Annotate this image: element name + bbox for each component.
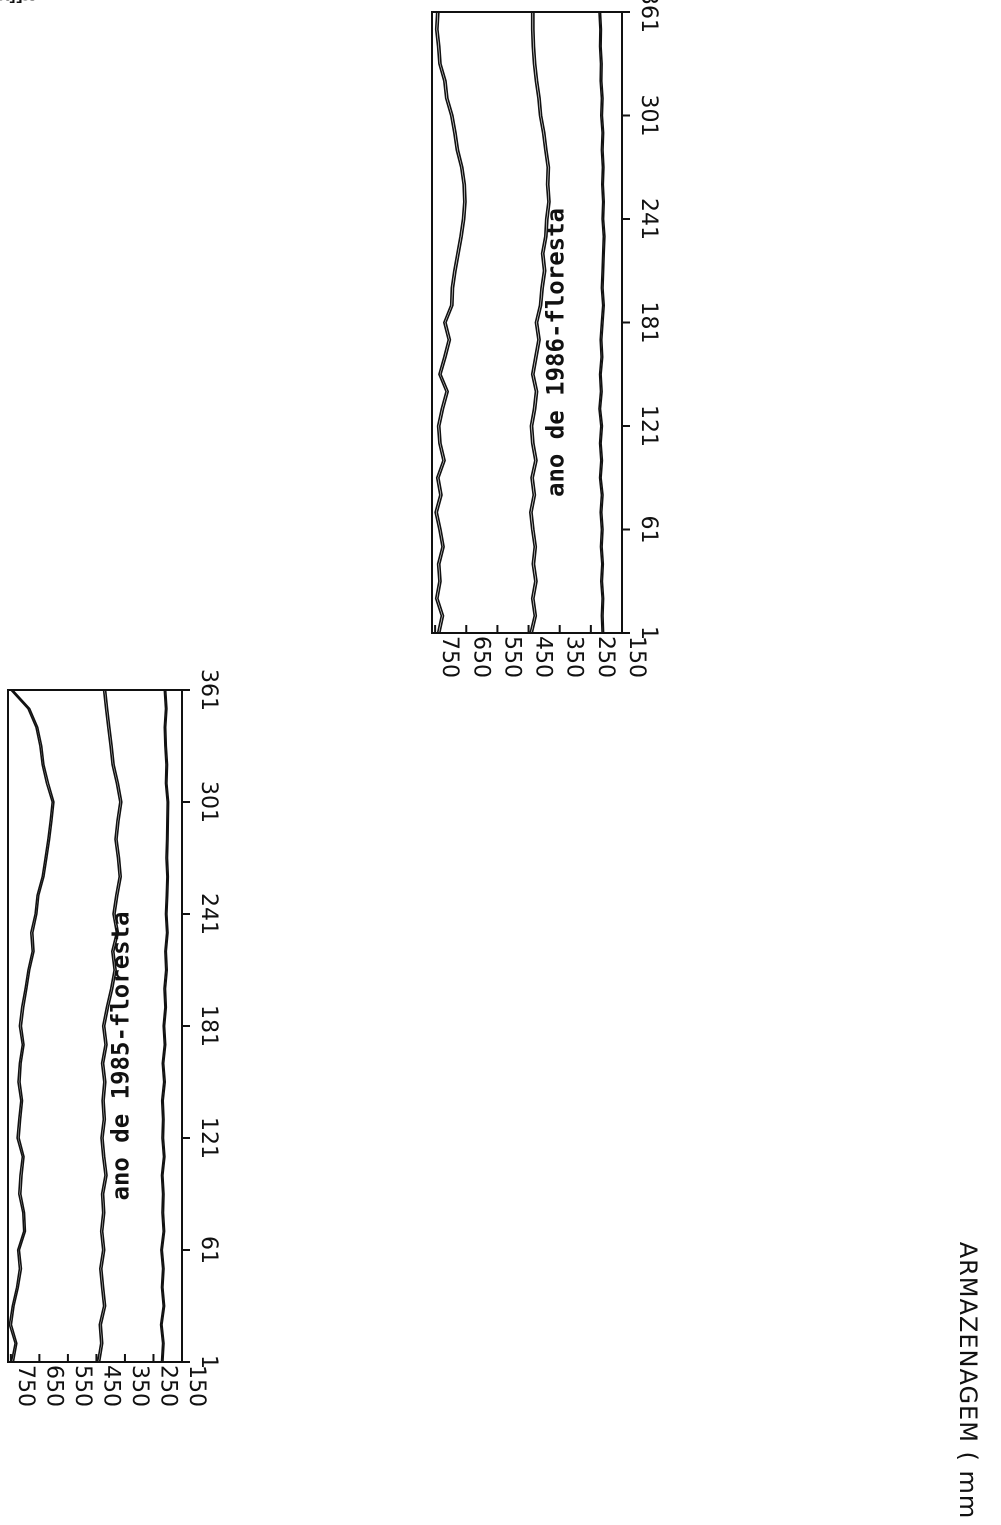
series-line-inner	[161, 689, 170, 1363]
series-label: [0-50]CM	[0, 0, 51, 6]
panel-title: ano de 1986-floresta	[541, 208, 569, 497]
y-tick-label: 450	[98, 1365, 123, 1407]
y-tick-label: 150	[184, 1365, 209, 1407]
x-tick-label: 301	[196, 781, 221, 823]
x-tick-label: 181	[196, 1005, 221, 1047]
y-tick-label: 550	[499, 636, 524, 678]
y-tick-label: 150	[624, 636, 649, 678]
series-line-outer	[159, 689, 168, 1363]
plot-frame	[431, 11, 623, 634]
series-label: [0-170]CM	[0, 0, 58, 6]
plot-frame	[7, 689, 183, 1363]
y-tick-label: 250	[155, 1365, 180, 1407]
y-tick-label: 750	[437, 636, 462, 678]
series-label: [0-100]CM	[0, 0, 58, 6]
x-tick-label: 1	[636, 626, 661, 640]
chart-panels: 150250350450550650750161121181241301361[…	[0, 0, 661, 1407]
y-tick-label: 550	[70, 1365, 95, 1407]
x-tick-label: 361	[196, 669, 221, 711]
y-tick-label: 450	[531, 636, 556, 678]
y-tick-label: 650	[41, 1365, 66, 1407]
series-line-outer	[528, 12, 549, 634]
series-label: [0-50]CM	[0, 0, 51, 6]
series-line-inner	[436, 11, 467, 634]
series-line-inner	[531, 12, 551, 634]
panel-title: ano de 1985-floresta	[106, 912, 134, 1201]
x-tick-label: 121	[636, 405, 661, 447]
x-tick-label: 361	[636, 0, 661, 33]
series-line-inner	[98, 689, 123, 1363]
y-tick-label: 350	[127, 1365, 152, 1407]
y-tick-label: 250	[593, 636, 618, 678]
x-tick-label: 121	[196, 1117, 221, 1159]
y-tick-label: 650	[468, 636, 493, 678]
y-tick-label: 350	[562, 636, 587, 678]
x-tick-label: 241	[636, 198, 661, 240]
series-label: [0-100]CM	[0, 0, 58, 6]
series-label: [0-170]CM	[0, 0, 58, 6]
series-line-outer	[598, 11, 605, 634]
x-tick-label: 301	[636, 95, 661, 137]
x-tick-label: 61	[636, 516, 661, 544]
x-tick-label: 61	[196, 1236, 221, 1264]
series-line-inner	[599, 11, 606, 634]
y-tick-label: 750	[13, 1365, 38, 1407]
x-tick-label: 181	[636, 302, 661, 344]
x-tick-label: 1	[196, 1355, 221, 1369]
series-line-inner	[10, 689, 55, 1363]
series-line-outer	[8, 689, 54, 1363]
x-tick-label: 241	[196, 893, 221, 935]
series-line-outer	[96, 689, 121, 1363]
series-line-outer	[434, 11, 465, 634]
y-axis-label: ARMAZENAGEM ( mm )	[954, 1242, 982, 1525]
